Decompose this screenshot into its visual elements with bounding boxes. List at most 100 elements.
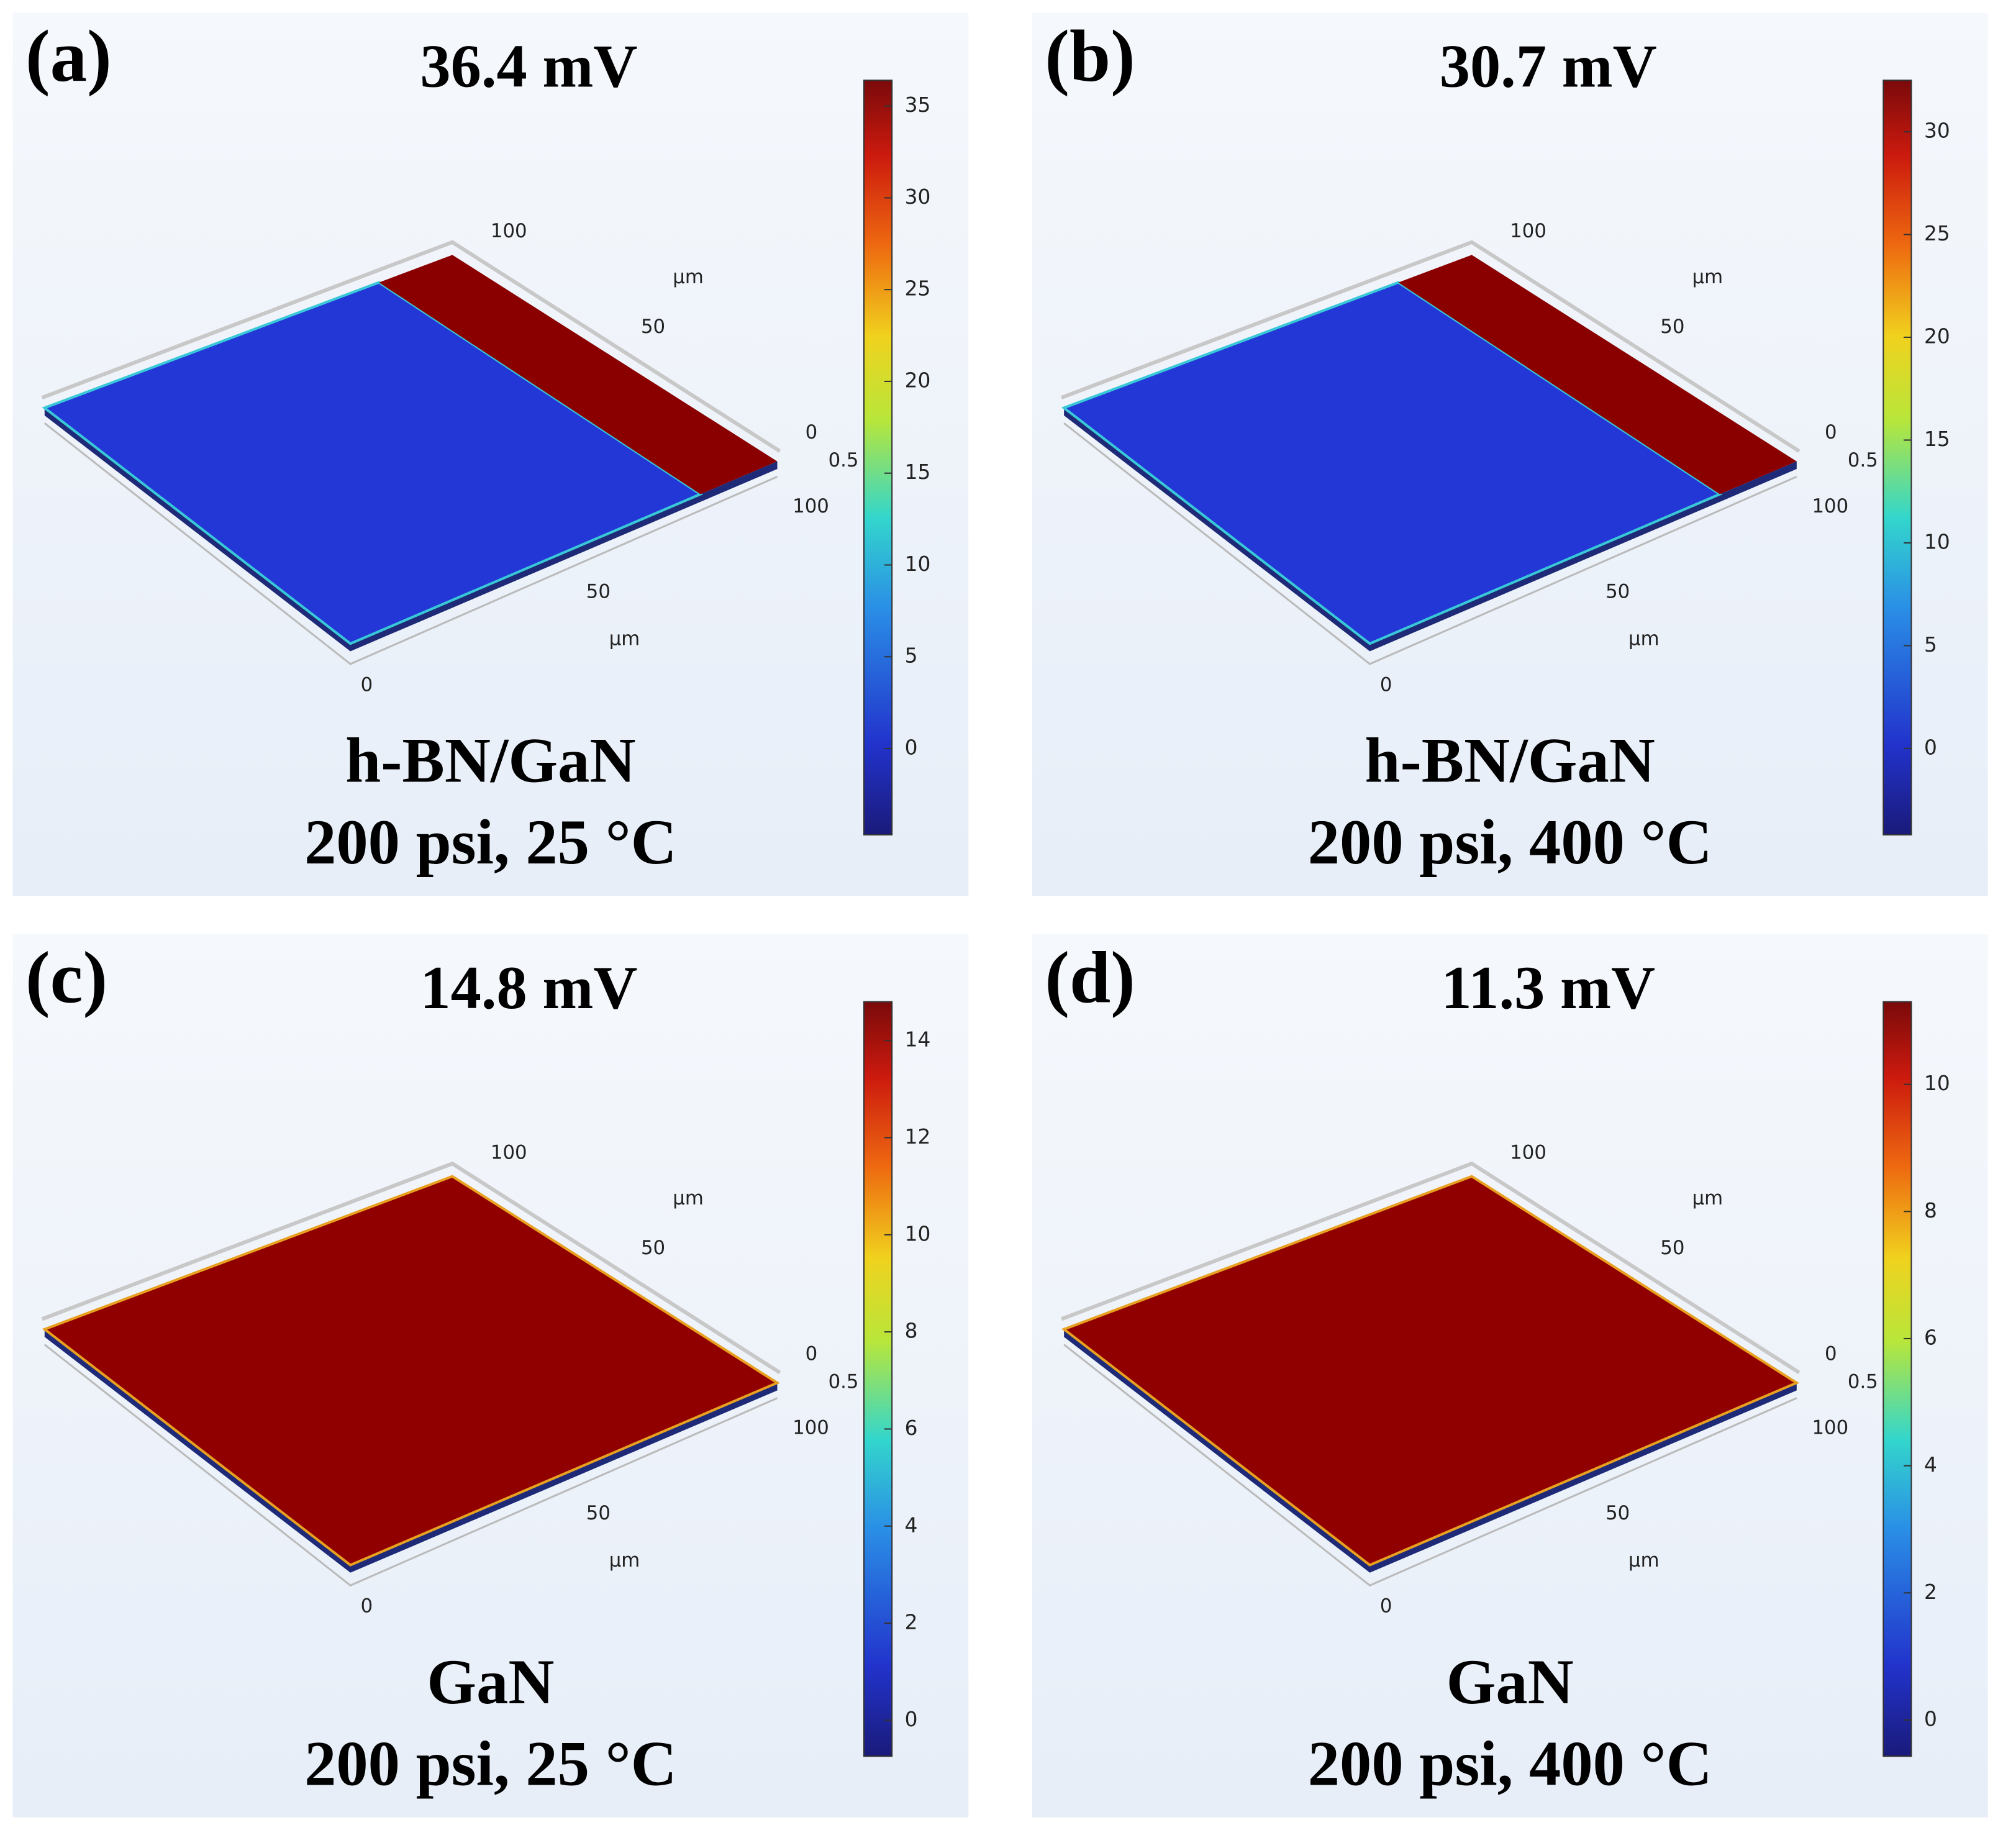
axis-label: µm xyxy=(1692,266,1723,288)
surface-region xyxy=(1398,255,1797,494)
axis-label: µm xyxy=(1628,1549,1660,1572)
axis-label: 50 xyxy=(641,1237,665,1259)
axis-label: 0 xyxy=(361,1595,373,1618)
panel-title: 11.3 mV xyxy=(1441,954,1655,1022)
caption: GaN xyxy=(427,1647,554,1718)
colorbar-tick-label: 8 xyxy=(905,1319,918,1343)
colorbar-tick-label: 12 xyxy=(905,1125,931,1149)
axis-label: 50 xyxy=(586,1502,611,1524)
plate-edge xyxy=(1064,407,1797,652)
colorbar-tick-label: 10 xyxy=(905,1222,931,1245)
panel: (b) 30.7 mV100µm5000.510050µm0h-BN/GaN200… xyxy=(1032,12,1988,896)
caption: GaN xyxy=(1446,1647,1574,1718)
axis-label: 0 xyxy=(361,673,373,696)
plate-edge xyxy=(1064,1329,1797,1573)
axis-frame xyxy=(41,240,781,453)
axis-label: 0.5 xyxy=(1848,1371,1878,1393)
colorbar-tick-label: 10 xyxy=(1924,1072,1950,1095)
colorbar xyxy=(863,1001,893,1757)
axis-label: µm xyxy=(609,1549,640,1572)
axis-label: µm xyxy=(1628,627,1660,650)
axis-frame xyxy=(43,422,778,665)
axis-label: 0 xyxy=(806,1342,818,1365)
caption: 200 psi, 400 °C xyxy=(1308,808,1712,878)
caption: 200 psi, 400 °C xyxy=(1308,1729,1712,1799)
axis-label: 100 xyxy=(792,1416,829,1439)
axis-label: 100 xyxy=(491,220,527,242)
panel-title: 14.8 mV xyxy=(420,954,637,1022)
colorbar-tick-label: 5 xyxy=(905,644,918,668)
surface-region xyxy=(42,1175,780,1567)
colorbar-tick-label: 20 xyxy=(905,368,931,392)
colorbar-tick-label: 30 xyxy=(1924,119,1950,143)
axis-label: µm xyxy=(673,1187,704,1209)
axis-label: 100 xyxy=(1812,1416,1848,1439)
axis-label: 0.5 xyxy=(829,449,859,471)
axis-label: µm xyxy=(673,266,704,288)
axis-frame xyxy=(1063,422,1797,665)
colorbar-tick-label: 15 xyxy=(1924,427,1950,451)
caption: h-BN/GaN xyxy=(345,726,635,796)
colorbar-tick-label: 6 xyxy=(1924,1326,1937,1349)
axis-label: 50 xyxy=(586,581,611,603)
colorbar-tick-label: 8 xyxy=(1924,1199,1937,1222)
panel-title: 36.4 mV xyxy=(420,33,637,101)
colorbar xyxy=(1882,1001,1912,1757)
colorbar-tick-label: 35 xyxy=(905,93,931,117)
axis-label: 50 xyxy=(1660,316,1684,338)
surface-region xyxy=(379,255,778,494)
colorbar-tick-label: 0 xyxy=(905,1708,918,1731)
colorbar-tick-label: 6 xyxy=(905,1416,918,1440)
axis-frame xyxy=(1063,1344,1797,1587)
colorbar-tick-label: 0 xyxy=(1924,735,1937,759)
caption: 200 psi, 25 °C xyxy=(304,808,677,878)
colorbar xyxy=(863,80,893,835)
axis-label: 0.5 xyxy=(1848,449,1878,471)
colorbar-tick-label: 0 xyxy=(1924,1707,1937,1731)
axis-label: 100 xyxy=(1510,1141,1546,1163)
axis-label: 50 xyxy=(1605,1502,1630,1524)
axis-label: 50 xyxy=(641,316,665,338)
axis-label: 0 xyxy=(1380,673,1392,696)
axis-label: 0 xyxy=(1380,1595,1392,1618)
axis-frame xyxy=(43,1344,778,1587)
colorbar-tick-label: 20 xyxy=(1924,324,1950,348)
colorbar-tick-label: 25 xyxy=(905,277,931,301)
colorbar-tick-label: 2 xyxy=(1924,1580,1937,1604)
axis-label: µm xyxy=(609,627,640,650)
panel-label: (c) xyxy=(25,936,107,1018)
axis-label: 50 xyxy=(1605,581,1630,603)
axis-label: 0 xyxy=(1825,421,1837,444)
colorbar-tick-label: 4 xyxy=(905,1513,918,1537)
plate-edge xyxy=(44,1329,778,1573)
axis-label: 100 xyxy=(491,1141,527,1163)
colorbar-tick-label: 2 xyxy=(905,1611,918,1634)
colorbar-tick-label: 10 xyxy=(905,552,931,576)
axis-label: 100 xyxy=(1812,495,1848,517)
axis-label: µm xyxy=(1692,1187,1723,1209)
panel-label: (d) xyxy=(1045,936,1135,1018)
panel-title: 30.7 mV xyxy=(1440,33,1657,101)
colorbar-tick-label: 10 xyxy=(1924,530,1950,553)
colorbar-tick-label: 0 xyxy=(905,735,918,759)
colorbar-tick-label: 4 xyxy=(1924,1453,1937,1477)
axis-frame xyxy=(41,1161,781,1375)
panel-label: (a) xyxy=(25,15,112,97)
axis-label: 0 xyxy=(806,421,818,444)
axis-label: 100 xyxy=(1510,220,1546,242)
axis-frame xyxy=(1060,1161,1800,1375)
panel-label: (b) xyxy=(1045,15,1135,97)
caption: 200 psi, 25 °C xyxy=(304,1729,677,1799)
axis-label: 50 xyxy=(1660,1237,1684,1259)
colorbar-tick-label: 15 xyxy=(905,460,931,484)
axis-label: 0 xyxy=(1825,1342,1837,1365)
surface-region xyxy=(1061,281,1723,645)
panel: (a) 36.4 mV100µm5000.510050µm0h-BN/GaN200… xyxy=(12,12,969,896)
plate-edge xyxy=(44,407,778,652)
colorbar-tick-label: 5 xyxy=(1924,633,1937,657)
axis-label: 100 xyxy=(792,495,829,517)
axis-label: 0.5 xyxy=(829,1371,859,1393)
